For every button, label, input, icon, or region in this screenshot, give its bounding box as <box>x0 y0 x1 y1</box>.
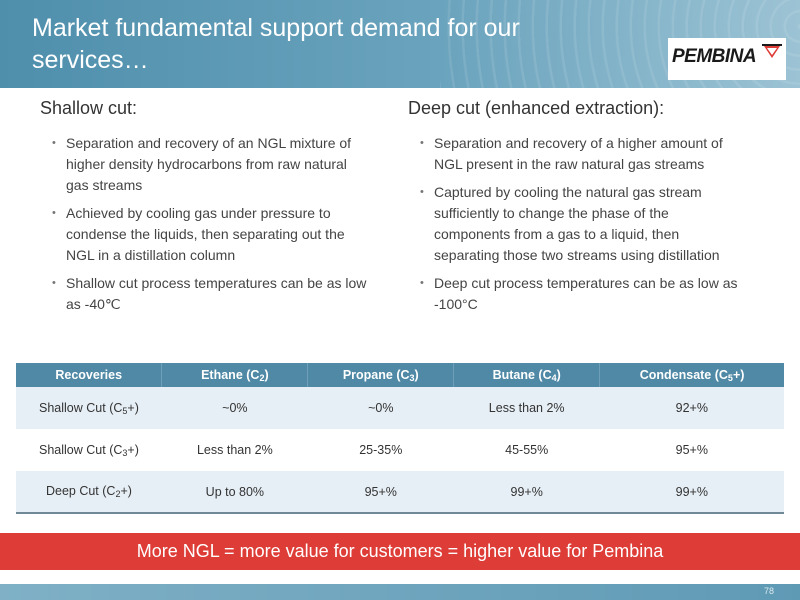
table-cell: 99+% <box>599 471 784 514</box>
header-butane: Butane (C4) <box>453 363 600 387</box>
list-item: • Separation and recovery of a higher amo… <box>408 133 748 175</box>
bullet-icon: • <box>52 137 56 149</box>
pembina-logo-mark-icon <box>762 44 782 58</box>
table-cell: 92+% <box>599 387 784 429</box>
bullet-text: Separation and recovery of a higher amou… <box>434 135 723 172</box>
table-cell: Less than 2% <box>161 429 308 471</box>
table-cell: 25-35% <box>307 429 454 471</box>
table-cell: ~0% <box>161 387 308 429</box>
bullet-text: Captured by cooling the natural gas stre… <box>434 184 720 263</box>
pembina-logo: PEMBINA <box>668 38 786 80</box>
bullet-text: Shallow cut process temperatures can be … <box>66 275 367 312</box>
bullet-icon: • <box>420 137 424 149</box>
header-ethane: Ethane (C2) <box>161 363 308 387</box>
table-row: Shallow Cut (C5+) ~0% ~0% Less than 2% 9… <box>16 387 784 429</box>
table-cell: ~0% <box>307 387 454 429</box>
table-cell: Up to 80% <box>161 471 308 514</box>
page-number: 78 <box>763 586 774 596</box>
bullet-text: Deep cut process temperatures can be as … <box>434 275 738 312</box>
recoveries-table: Recoveries Ethane (C2) Propane (C3) Buta… <box>16 363 784 514</box>
list-item: • Captured by cooling the natural gas str… <box>408 182 748 266</box>
recoveries-table-wrap: Recoveries Ethane (C2) Propane (C3) Buta… <box>16 363 784 514</box>
table-header-row: Recoveries Ethane (C2) Propane (C3) Buta… <box>16 363 784 387</box>
bullet-icon: • <box>420 277 424 289</box>
deep-cut-section: Deep cut (enhanced extraction): • Separat… <box>408 98 748 322</box>
table-row: Shallow Cut (C3+) Less than 2% 25-35% 45… <box>16 429 784 471</box>
table-cell: 95+% <box>599 429 784 471</box>
header-recoveries: Recoveries <box>16 363 162 387</box>
bullet-text: Achieved by cooling gas under pressure t… <box>66 205 345 263</box>
list-item: • Achieved by cooling gas under pressure … <box>40 203 370 266</box>
table-cell: 99+% <box>453 471 600 514</box>
shallow-cut-heading: Shallow cut: <box>40 98 138 118</box>
row-label: Shallow Cut (C5+) <box>16 387 162 429</box>
row-label: Shallow Cut (C3+) <box>16 429 162 471</box>
list-item: • Separation and recovery of an NGL mixtu… <box>40 133 370 196</box>
header-condensate: Condensate (C5+) <box>599 363 784 387</box>
list-item: • Deep cut process temperatures can be as… <box>408 273 748 315</box>
deep-cut-heading: Deep cut (enhanced extraction): <box>408 98 665 118</box>
shallow-cut-list: • Separation and recovery of an NGL mixtu… <box>40 133 370 315</box>
value-banner: More NGL = more value for customers = hi… <box>0 533 800 570</box>
table-row: Deep Cut (C2+) Up to 80% 95+% 99+% 99+% <box>16 471 784 514</box>
shallow-cut-section: Shallow cut: • Separation and recovery of… <box>40 98 370 322</box>
slide-title: Market fundamental support demand for ou… <box>32 14 520 74</box>
bullet-text: Separation and recovery of an NGL mixtur… <box>66 135 352 193</box>
logo-wordmark: PEMBINA <box>672 46 757 67</box>
table-cell: Less than 2% <box>453 387 600 429</box>
deep-cut-list: • Separation and recovery of a higher amo… <box>408 133 748 315</box>
bullet-icon: • <box>52 277 56 289</box>
footer-bar: 78 <box>0 584 800 600</box>
row-label: Deep Cut (C2+) <box>16 471 162 514</box>
title-band: Market fundamental support demand for ou… <box>0 0 800 88</box>
table-cell: 45-55% <box>453 429 600 471</box>
header-propane: Propane (C3) <box>307 363 454 387</box>
bullet-icon: • <box>52 207 56 219</box>
banner-text: More NGL = more value for customers = hi… <box>136 541 664 561</box>
table-cell: 95+% <box>307 471 454 514</box>
list-item: • Shallow cut process temperatures can be… <box>40 273 370 315</box>
bullet-icon: • <box>420 186 424 198</box>
